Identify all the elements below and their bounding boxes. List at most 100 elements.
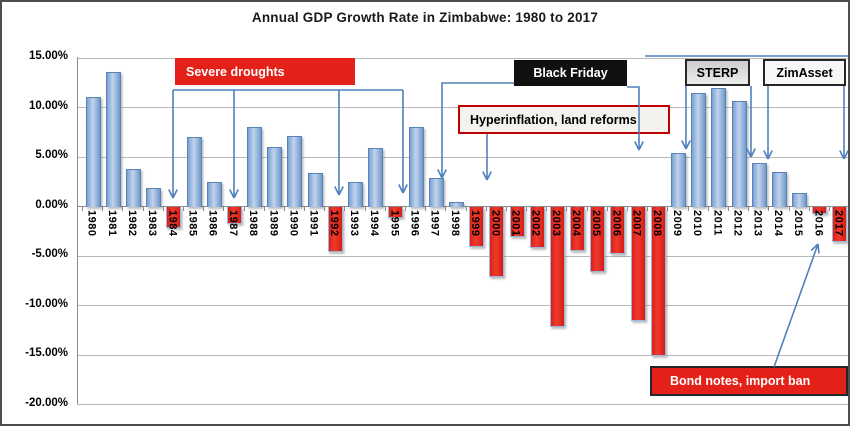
bar-1994 <box>368 147 384 207</box>
x-axis-tick <box>687 206 689 211</box>
x-axis-tick <box>546 206 548 211</box>
x-axis-tick <box>344 206 346 211</box>
x-axis-label-2006: 2006 <box>610 210 623 237</box>
y-axis-label: -15.00% <box>25 347 68 359</box>
annotation-sterp: STERP <box>685 59 750 86</box>
x-axis-label-2004: 2004 <box>570 210 582 237</box>
x-axis-label-1988: 1988 <box>247 210 260 237</box>
bar-1999 <box>469 207 485 247</box>
x-axis-label-2005: 2005 <box>590 210 603 237</box>
bar-1998 <box>448 202 464 207</box>
x-axis-tick <box>768 206 770 211</box>
y-axis-label: 5.00% <box>35 149 68 161</box>
x-axis-tick <box>727 206 729 211</box>
y-axis-label: 10.00% <box>28 99 68 112</box>
x-axis-label-2002: 2002 <box>529 210 542 237</box>
x-axis-tick <box>465 206 467 211</box>
bar-1997 <box>428 178 444 207</box>
annotation-severe-droughts-label: Severe droughts <box>186 64 285 79</box>
bar-2007 <box>630 207 646 321</box>
x-axis-tick <box>324 206 326 211</box>
bar-1993 <box>348 182 363 207</box>
annotation-zimasset-label: ZimAsset <box>776 65 833 80</box>
bar-2013 <box>751 163 767 207</box>
bar-2005 <box>590 207 606 273</box>
x-axis-label-1989: 1989 <box>267 210 280 237</box>
x-axis-tick <box>606 206 608 211</box>
x-axis-tick <box>748 206 750 211</box>
bar-2008 <box>650 207 666 356</box>
x-axis-tick <box>162 206 164 211</box>
x-axis-label-1991: 1991 <box>307 210 320 237</box>
bar-2003 <box>549 207 565 327</box>
y-axis-label: 15.00% <box>28 50 68 62</box>
x-axis-label-1980: 1980 <box>85 210 98 237</box>
x-axis-tick <box>788 206 790 211</box>
bar-1986 <box>206 182 222 207</box>
x-axis-label-1982: 1982 <box>126 210 138 237</box>
bar-1989 <box>267 146 283 207</box>
gridline <box>77 354 848 356</box>
x-axis-label-2003: 2003 <box>549 210 562 237</box>
x-axis-tick <box>203 206 205 211</box>
bar-1985 <box>186 136 202 207</box>
x-axis-label-2010: 2010 <box>691 210 704 237</box>
annotation-arrow <box>334 90 344 196</box>
x-axis-tick <box>405 206 406 211</box>
x-axis-label-1998: 1998 <box>448 210 461 237</box>
bar-2017 <box>832 207 848 242</box>
annotation-severe-droughts: Severe droughts <box>175 58 355 85</box>
chart-title: Annual GDP Growth Rate in Zimbabwe: 1980… <box>251 10 599 25</box>
annotation-bond-notes-label: Bond notes, import ban <box>670 374 811 388</box>
bar-1984 <box>166 207 182 228</box>
bar-2004 <box>570 207 585 251</box>
gridline <box>77 404 848 405</box>
x-axis-tick <box>142 206 144 211</box>
x-axis-tick <box>627 206 628 211</box>
x-axis-label-1985: 1985 <box>186 210 199 237</box>
x-axis-tick <box>304 206 305 211</box>
annotation-black-friday: Black Friday <box>514 60 627 86</box>
gridline <box>77 57 848 59</box>
y-axis-label: -10.00% <box>25 297 68 310</box>
x-axis-tick <box>707 206 709 211</box>
bar-1991 <box>307 173 323 207</box>
bar-2000 <box>489 207 505 278</box>
x-axis-tick <box>425 206 427 211</box>
bar-1982 <box>126 169 141 207</box>
x-axis-label-2012: 2012 <box>731 210 744 237</box>
x-axis-tick <box>667 206 669 211</box>
annotation-arrow <box>763 86 773 160</box>
x-axis-label-1986: 1986 <box>206 210 219 237</box>
bar-2001 <box>509 207 525 237</box>
bar-2009 <box>671 152 686 207</box>
bar-1995 <box>388 207 404 218</box>
x-axis-tick <box>122 206 124 211</box>
x-axis-tick <box>263 206 265 211</box>
bar-1981 <box>105 72 121 207</box>
bar-1990 <box>287 135 303 207</box>
annotation-arrow <box>681 86 691 150</box>
x-axis-label-2008: 2008 <box>650 210 663 237</box>
bar-1996 <box>408 126 424 207</box>
annotation-arrow <box>746 86 756 158</box>
x-axis-label-1993: 1993 <box>348 210 360 237</box>
annotation-sterp-label: STERP <box>696 65 739 80</box>
x-axis-tick <box>505 206 507 211</box>
x-axis-label-1995: 1995 <box>388 210 401 237</box>
bar-2014 <box>771 172 787 207</box>
gridline <box>77 305 848 306</box>
x-axis-label-1981: 1981 <box>105 210 118 237</box>
x-axis-tick <box>182 206 184 211</box>
x-axis-label-2013: 2013 <box>751 210 764 237</box>
x-axis-label-2016: 2016 <box>812 210 825 237</box>
x-axis-tick <box>526 206 528 211</box>
x-axis-label-1984: 1984 <box>166 210 179 237</box>
bar-2011 <box>711 88 727 207</box>
x-axis-label-1994: 1994 <box>368 210 381 237</box>
bar-1980 <box>85 97 101 207</box>
x-axis-label-1992: 1992 <box>327 210 340 237</box>
x-axis-label-1987: 1987 <box>226 210 239 237</box>
bar-2015 <box>792 193 808 207</box>
